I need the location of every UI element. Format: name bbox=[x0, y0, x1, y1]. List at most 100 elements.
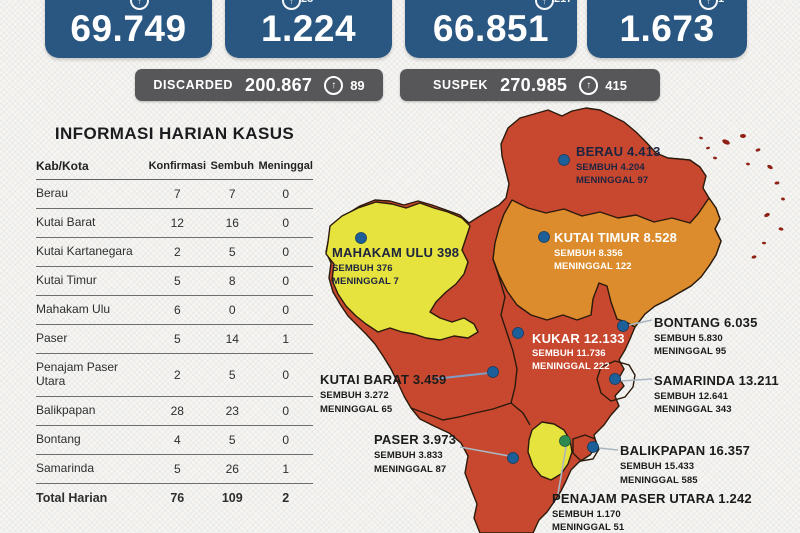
region-kutai-timur bbox=[492, 197, 722, 328]
marker-dot-berau bbox=[558, 154, 570, 166]
cases-table: Kab/Kota Konfirmasi Sembuh Meninggal Ber… bbox=[36, 154, 313, 512]
value-cell: 5 bbox=[148, 454, 207, 484]
map-label-berau-meninggal: MENINGGAL 97 bbox=[576, 175, 648, 186]
map-label-kutai-timur-sembuh: SEMBUH 8.356 bbox=[554, 248, 623, 259]
table-header-row: Kab/Kota Konfirmasi Sembuh Meninggal bbox=[36, 154, 313, 180]
marker-dot-penajam bbox=[559, 435, 571, 447]
map-label-kukar-title: KUKAR 12.133 bbox=[532, 331, 625, 346]
marker-dot-mahakam-ulu bbox=[355, 232, 367, 244]
table-body: Berau 7 7 0 Kutai Barat 12 16 0 Kutai Kartanegar… bbox=[36, 179, 313, 484]
map-label-samarinda-meninggal: MENINGGAL 343 bbox=[654, 404, 732, 415]
leader-line-paser bbox=[459, 446, 510, 457]
map-label-mahakam-ulu-title: MAHAKAM ULU 398 bbox=[332, 245, 459, 260]
table-row: Kutai Barat 12 16 0 bbox=[36, 208, 313, 238]
table-row: Paser 5 14 1 bbox=[36, 324, 313, 354]
stat-value: 1.224 bbox=[260, 8, 357, 49]
up-arrow-circle-icon: ↑ bbox=[324, 75, 344, 95]
region-name-cell: Kutai Timur bbox=[36, 266, 149, 296]
marker-dot-kukar bbox=[512, 327, 524, 339]
marker-dot-balikpapan bbox=[587, 441, 599, 453]
region-name-cell: Mahakam Ulu bbox=[36, 295, 149, 325]
marker-dot-bontang bbox=[617, 320, 629, 332]
table-row: Samarinda 5 26 1 bbox=[36, 454, 313, 484]
value-cell: 0 bbox=[206, 295, 259, 325]
map-label-penajam-meninggal: MENINGGAL 51 bbox=[552, 522, 625, 533]
col-header-kab-kota: Kab/Kota bbox=[36, 154, 149, 180]
value-cell: 2 bbox=[148, 237, 207, 267]
value-cell: 0 bbox=[258, 237, 313, 267]
value-cell: 5 bbox=[206, 353, 259, 397]
table-row: Kutai Timur 5 8 0 bbox=[36, 266, 313, 296]
map-label-balikpapan-sembuh: SEMBUH 15.433 bbox=[620, 461, 694, 472]
total-meninggal: 2 bbox=[282, 490, 290, 505]
leader-line-kutai-barat bbox=[433, 372, 490, 380]
value-cell: 28 bbox=[148, 396, 207, 426]
value-cell: 7 bbox=[148, 179, 207, 209]
col-header-konfirmasi: Konfirmasi bbox=[148, 154, 207, 180]
region-name-cell: Samarinda bbox=[36, 454, 149, 484]
stat-value: 69.749 bbox=[70, 8, 187, 49]
table-row: Kutai Kartanegara 2 5 0 bbox=[36, 237, 313, 267]
map-label-balikpapan-title: BALIKPAPAN 16.357 bbox=[620, 443, 750, 458]
value-cell: 5 bbox=[206, 425, 259, 455]
value-cell: 1 bbox=[258, 324, 313, 354]
map-label-kutai-timur-title: KUTAI TIMUR 8.528 bbox=[554, 230, 677, 245]
leader-lines bbox=[433, 319, 653, 495]
value-cell: 5 bbox=[148, 266, 207, 296]
samarinda-outline bbox=[596, 360, 636, 402]
map-label-penajam-title: PENAJAM PASER UTARA 1.242 bbox=[552, 491, 752, 506]
value-cell: 0 bbox=[258, 266, 313, 296]
map-label-samarinda-sembuh: SEMBUH 12.641 bbox=[654, 391, 729, 402]
value-cell: 16 bbox=[206, 208, 259, 238]
region-name-cell: Kutai Barat bbox=[36, 208, 149, 238]
bar-delta: 89 bbox=[350, 77, 365, 93]
stat-delta: 1 bbox=[718, 0, 724, 5]
stat-delta: 217 bbox=[554, 0, 572, 5]
border-kutai-barat-kukar bbox=[492, 258, 518, 404]
map-label-kukar-sembuh: SEMBUH 11.736 bbox=[532, 348, 606, 359]
value-cell: 8 bbox=[206, 266, 259, 296]
map-label-kukar-meninggal: MENINGGAL 222 bbox=[532, 361, 610, 372]
map-label-paser-title: PASER 3.973 bbox=[374, 432, 456, 447]
total-row: Total Harian 76 109 2 bbox=[36, 483, 313, 512]
value-cell: 23 bbox=[206, 396, 259, 426]
region-name-cell: Berau bbox=[36, 179, 149, 209]
map-label-bontang-sembuh: SEMBUH 5.830 bbox=[654, 333, 723, 344]
map-label-mahakam-ulu-sembuh: SEMBUH 376 bbox=[332, 263, 393, 274]
value-cell: 12 bbox=[148, 208, 207, 238]
stat-card-4: ↑ 1 1.673 bbox=[587, 0, 747, 58]
value-cell: 4 bbox=[148, 425, 207, 455]
discarded-bar: DISCARDED 200.867 ↑ 89 bbox=[135, 69, 383, 101]
value-cell: 5 bbox=[148, 324, 207, 354]
map-label-balikpapan-meninggal: MENINGGAL 585 bbox=[620, 475, 698, 486]
stat-delta: 23 bbox=[301, 0, 313, 5]
total-sembuh: 109 bbox=[221, 490, 243, 505]
panel-title: INFORMASI HARIAN KASUS bbox=[54, 124, 295, 143]
bar-value: 270.985 bbox=[500, 74, 568, 95]
balikpapan-outline bbox=[572, 434, 600, 462]
leader-line-samarinda bbox=[620, 378, 653, 382]
table-row: Mahakam Ulu 6 0 0 bbox=[36, 295, 313, 325]
stat-value: 1.673 bbox=[619, 8, 715, 49]
map-label-mahakam-ulu-meninggal: MENINGGAL 7 bbox=[332, 276, 399, 287]
value-cell: 6 bbox=[148, 295, 207, 325]
table-row: Penajam Paser Utara 2 5 0 bbox=[36, 353, 313, 397]
region-name-cell: Penajam Paser Utara bbox=[36, 353, 149, 397]
map-label-kutai-timur-meninggal: MENINGGAL 122 bbox=[554, 261, 632, 272]
border-paser-north bbox=[410, 402, 531, 426]
value-cell: 0 bbox=[258, 208, 313, 238]
stat-card-3: ↑ 217 66.851 bbox=[405, 0, 577, 58]
leader-line-penajam bbox=[557, 446, 567, 495]
total-konfirmasi: 76 bbox=[170, 490, 185, 505]
map-label-paser-sembuh: SEMBUH 3.833 bbox=[374, 450, 443, 461]
map-label-berau-sembuh: SEMBUH 4.204 bbox=[576, 162, 645, 173]
map-label-berau-title: BERAU 4.413 bbox=[576, 144, 661, 159]
bar-delta: 415 bbox=[605, 77, 627, 93]
up-arrow-circle-icon: ↑ bbox=[579, 75, 599, 95]
region-name-cell: Balikpapan bbox=[36, 396, 149, 426]
total-label: Total Harian bbox=[36, 490, 108, 505]
leader-line-balikpapan bbox=[598, 447, 619, 451]
suspek-bar: SUSPEK 270.985 ↑ 415 bbox=[400, 69, 660, 101]
value-cell: 14 bbox=[206, 324, 259, 354]
